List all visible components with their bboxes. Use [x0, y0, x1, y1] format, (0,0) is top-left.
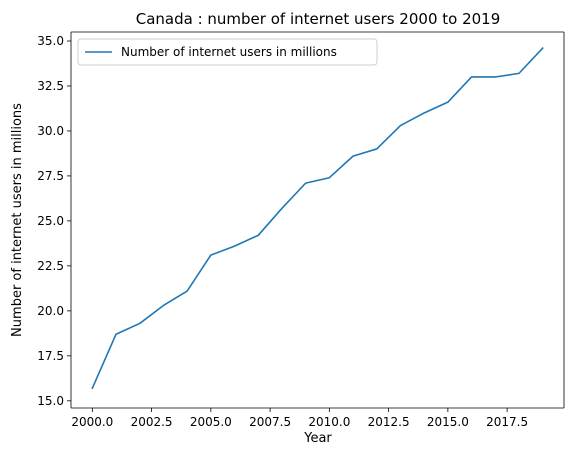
y-tick-label: 22.5 [37, 259, 64, 273]
series-line-0 [91, 47, 544, 390]
plot-area [71, 32, 564, 408]
y-tick-label: 32.5 [37, 79, 64, 93]
x-tick-label: 2015.0 [427, 415, 469, 429]
legend: Number of internet users in millions [77, 38, 378, 66]
y-axis-ticks: 15.0 17.5 20.0 22.5 25.0 27.5 30.0 32.5 35.0 [37, 34, 71, 408]
x-tick-label: 2005.0 [190, 415, 232, 429]
y-tick-label: 17.5 [37, 349, 64, 363]
series-line-group [91, 47, 544, 390]
x-tick-label: 2010.0 [308, 415, 350, 429]
x-tick-label: 2007.5 [249, 415, 291, 429]
y-tick-label: 35.0 [37, 34, 64, 48]
legend-label: Number of internet users in millions [121, 45, 337, 59]
chart-title: Canada : number of internet users 2000 t… [136, 10, 501, 28]
legend-box [77, 38, 378, 66]
y-tick-label: 25.0 [37, 214, 64, 228]
y-axis-label: Number of internet users in millions [10, 103, 25, 337]
x-axis-ticks: 2000.0 2002.5 2005.0 2007.5 2010.0 2012.5 2015… [71, 408, 528, 429]
x-axis-label: Year [303, 431, 332, 446]
y-tick-label: 30.0 [37, 124, 64, 138]
y-tick-label: 15.0 [37, 394, 64, 408]
x-tick-label: 2012.5 [368, 415, 410, 429]
x-tick-label: 2002.5 [131, 415, 173, 429]
x-tick-label: 2017.5 [486, 415, 528, 429]
x-tick-label: 2000.0 [71, 415, 113, 429]
y-tick-label: 20.0 [37, 304, 64, 318]
y-tick-label: 27.5 [37, 169, 64, 183]
